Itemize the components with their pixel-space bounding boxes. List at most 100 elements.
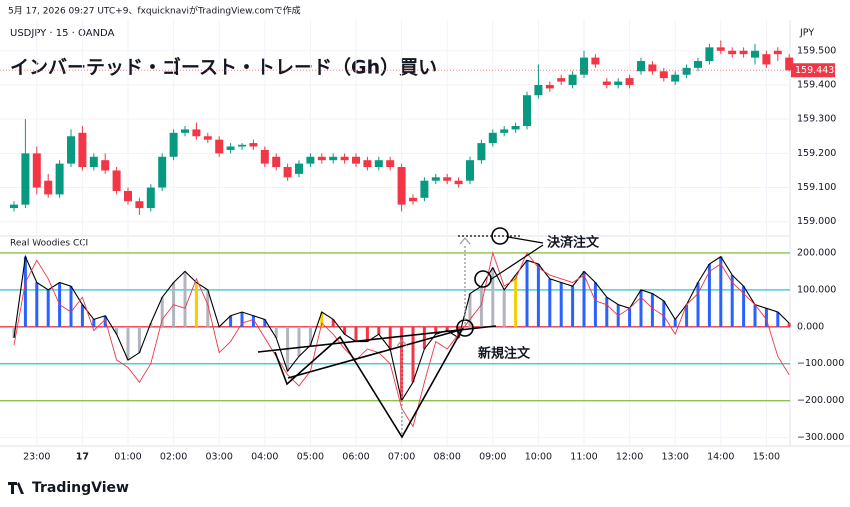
candle-body [602, 81, 611, 85]
candle-body [260, 149, 269, 164]
histogram-bar [365, 326, 369, 342]
candle-body [21, 153, 30, 205]
candle-body [728, 50, 737, 55]
histogram-bar [160, 297, 164, 327]
histogram-bar [787, 323, 791, 327]
candle-body [773, 50, 782, 55]
candle-body [557, 78, 566, 82]
candle-body [409, 197, 417, 202]
x-tick-label: 09:00 [479, 452, 506, 463]
candle-body [135, 201, 144, 209]
candle-body [591, 57, 600, 65]
candle-body [716, 47, 725, 51]
candle-body [272, 156, 281, 168]
candle-body [454, 180, 463, 185]
histogram-bar [468, 293, 472, 327]
histogram-bar [673, 319, 677, 327]
histogram-bar [80, 304, 84, 327]
candle-body [614, 81, 623, 85]
histogram-bar [331, 319, 335, 327]
y-tick-label: −300.000 [797, 432, 844, 443]
histogram-bar [297, 326, 301, 357]
y-tick-label: 159.200 [797, 148, 836, 159]
y-tick-label: 200.000 [797, 247, 836, 258]
x-tick-label: 14:00 [707, 452, 734, 463]
histogram-bar [559, 282, 563, 327]
candle-body [329, 156, 338, 161]
histogram-bar [605, 297, 609, 327]
histogram-bar [776, 312, 780, 327]
histogram-bar [149, 323, 153, 327]
histogram-bar [400, 326, 404, 401]
histogram-bar [514, 275, 518, 327]
candle-body [420, 180, 429, 198]
histogram-bar [69, 286, 73, 327]
candle-body [511, 126, 520, 130]
marks: 23:00 17 01:00 02:00 03:00 04:00 05:00 06:00 07:… [0, 20, 844, 463]
histogram-bar [753, 304, 757, 327]
leader-line [507, 236, 544, 244]
histogram-bar [263, 319, 267, 327]
histogram-bar [502, 289, 506, 327]
candle-body [55, 163, 64, 195]
histogram-bar [548, 278, 552, 327]
candle-body [112, 170, 121, 191]
histogram-bar [719, 256, 723, 327]
histogram-bar [35, 282, 39, 327]
histogram-bar [240, 312, 244, 327]
histogram-bar [137, 326, 141, 353]
histogram-bar [628, 308, 632, 327]
histogram-bar [639, 289, 643, 327]
histogram-bar [377, 326, 381, 335]
candle-body [340, 156, 349, 161]
histogram-bar [525, 260, 529, 327]
candle-body [386, 160, 395, 168]
histogram-bar [650, 293, 654, 327]
histogram-bar [730, 275, 734, 327]
indicator-title: Real Woodies CCI [10, 239, 88, 249]
histogram-bar [343, 326, 347, 335]
x-tick-label: 02:00 [160, 452, 187, 463]
candle-body [545, 84, 554, 89]
candle-body [785, 57, 794, 71]
histogram-bar [434, 326, 438, 335]
histogram-bar [685, 304, 689, 327]
x-tick-label: 11:00 [570, 452, 597, 463]
candle-body [249, 143, 258, 147]
candle-body [671, 74, 680, 82]
candle-body [705, 47, 714, 62]
candle-body [158, 156, 167, 188]
histogram-bar [103, 315, 107, 327]
candle-body [101, 160, 110, 171]
candle-body [124, 190, 132, 202]
histogram-bar [92, 319, 96, 327]
histogram-bar [571, 286, 575, 327]
candle-body [238, 144, 246, 147]
zigzag [274, 327, 464, 439]
histogram-bar [445, 326, 449, 331]
x-tick-label: 04:00 [251, 452, 278, 463]
y-tick-label: −100.000 [797, 358, 844, 369]
drawings [257, 227, 544, 439]
histogram-bar [536, 264, 540, 327]
candle-body [67, 136, 75, 164]
candle-body [648, 64, 657, 72]
title: インバーテッド・ゴースト・トレード（Gh）買い [10, 56, 437, 79]
histogram-bar [479, 286, 483, 327]
y-tick-label: 159.500 [797, 45, 836, 56]
candle-body [89, 156, 98, 168]
histogram-bar [274, 326, 278, 338]
histogram-bar [46, 289, 50, 327]
candle-body [169, 132, 178, 157]
candle-body [295, 163, 303, 174]
histogram-bar [354, 326, 358, 342]
logo-mark [8, 482, 24, 494]
x-tick-label: 12:00 [616, 452, 643, 463]
histogram-bar [764, 308, 768, 327]
candle-body [466, 160, 474, 181]
x-tick-label: 03:00 [206, 452, 233, 463]
histogram-bar [194, 282, 198, 327]
annotation: 新規注文 [478, 346, 531, 362]
candle-body [523, 95, 531, 126]
